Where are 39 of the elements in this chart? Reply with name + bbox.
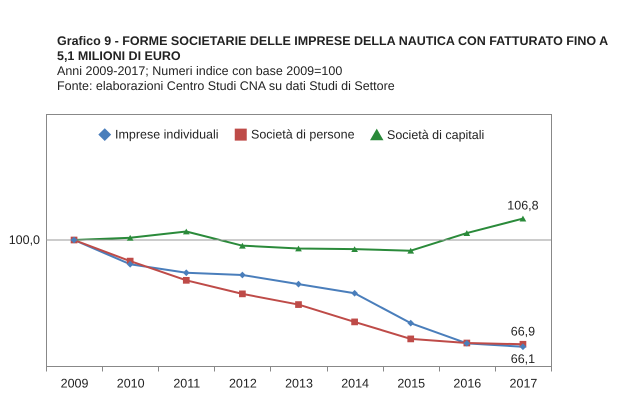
point	[126, 234, 134, 241]
point	[295, 301, 302, 308]
x-tick-label: 2013	[285, 376, 313, 390]
chart-subtitle: Anni 2009-2017; Numeri indice con base 2009=100	[57, 64, 344, 79]
x-tick-label: 2017	[510, 376, 538, 390]
x-tick-label: 2009	[60, 376, 89, 390]
data-label: 106,8	[507, 198, 539, 213]
point	[126, 260, 134, 268]
data-label: 66,9	[510, 324, 536, 338]
x-tick-label: 2012	[228, 376, 257, 390]
point	[407, 336, 414, 342]
legend-label: Imprese individuali	[115, 128, 219, 142]
x-tick-label: 2016	[453, 376, 482, 390]
x-tick-label: 2015	[397, 376, 426, 390]
chart-title: Grafico 9 - FORME SOCIETARIE DELLE IMPRESE DELLA NAUTICA CON FATTURATO FINO A 5,1 MILIONI DI EURO	[57, 34, 609, 64]
x-tick-label: 2010	[116, 376, 145, 390]
point	[239, 290, 246, 298]
source-note: Fonte: elaborazioni Centro Studi CNA su dati Studi di Settore	[57, 79, 396, 94]
point	[239, 272, 246, 278]
point	[520, 343, 526, 350]
point	[239, 242, 246, 249]
x-tick-label: 2014	[341, 376, 370, 390]
point	[295, 246, 302, 252]
point	[182, 276, 190, 284]
point	[351, 290, 358, 297]
legend-label: Società di capitali	[387, 128, 484, 142]
point	[520, 216, 526, 222]
point	[463, 230, 470, 236]
point	[182, 228, 190, 234]
x-tick-label: 2011	[173, 376, 200, 390]
point	[407, 320, 414, 327]
point	[351, 246, 358, 252]
data-label: 66,1	[510, 352, 536, 366]
point	[351, 318, 358, 326]
point	[182, 269, 190, 276]
point	[407, 248, 414, 254]
point	[295, 280, 302, 288]
legend-label: Società di persone	[251, 128, 355, 142]
ref-line-label: 100,0	[8, 233, 40, 247]
